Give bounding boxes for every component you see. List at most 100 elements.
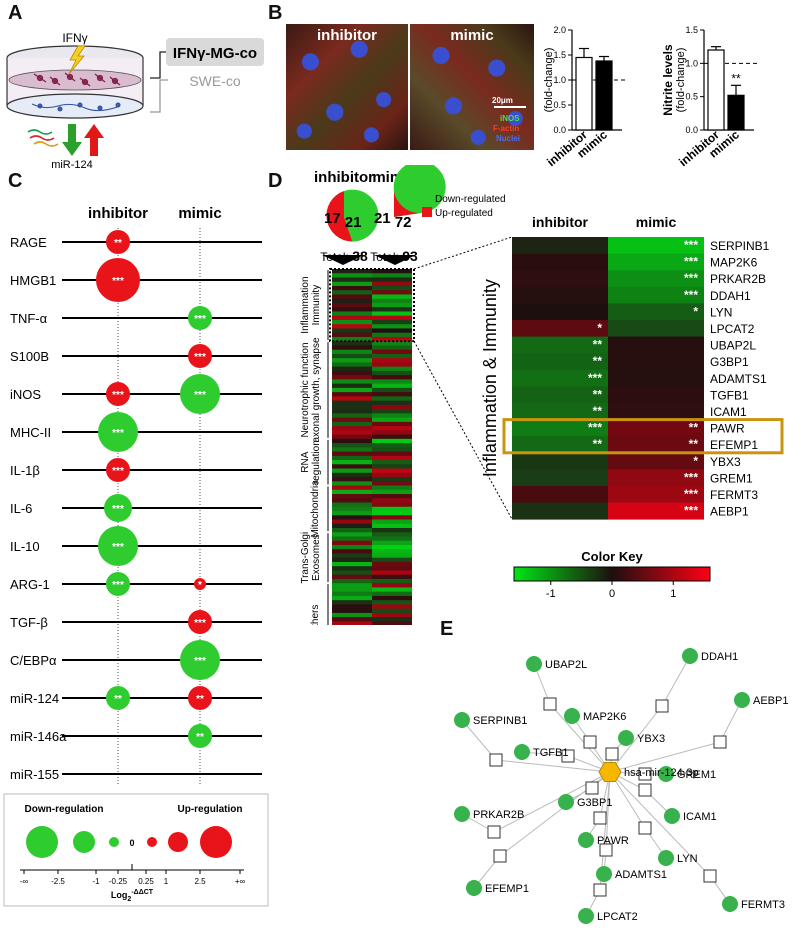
category-label: RNAregulation	[300, 440, 322, 484]
network-gene-label: LYN	[677, 853, 698, 865]
swe-co-label: SWE-co	[189, 73, 241, 89]
dish-bottom	[6, 93, 144, 119]
nitrite-chart-ylabel: Nitrite levels	[661, 44, 675, 116]
panel-label-a: A	[8, 2, 23, 24]
heatmap-cell	[332, 485, 372, 491]
inos-chart-ylabel: iNOS relative FI	[540, 36, 543, 125]
heatmap-cell	[332, 502, 372, 508]
heatmap-cell	[372, 621, 412, 625]
zoom-gene-label: MAP2K6	[710, 256, 758, 270]
heatmap-cell	[332, 536, 372, 542]
bubble-significance: **	[196, 694, 204, 705]
heatmap-cell	[332, 269, 372, 274]
heatmap-cell	[372, 506, 412, 512]
zoom-cell	[512, 419, 608, 437]
heatmap-cell	[372, 285, 412, 291]
heatmap-cell	[332, 404, 372, 410]
zoom-cell	[608, 270, 704, 288]
heatmap-cell	[332, 341, 372, 346]
inhibitor-arrow	[322, 255, 364, 265]
zoom-significance: **	[593, 404, 603, 418]
heatmap-cell	[332, 434, 372, 440]
nitrite-chart-bar	[727, 94, 745, 131]
zoom-title: Inflammation & Immunity	[480, 279, 500, 477]
heatmap-cell	[372, 277, 412, 283]
row-label: TGF-β	[10, 615, 48, 630]
heatmap-cell	[372, 273, 412, 278]
zoom-cell	[512, 469, 608, 487]
heatmap-cell	[332, 566, 372, 571]
network-gene-node	[722, 896, 738, 912]
color-key-tick-label: 0	[609, 588, 615, 600]
network-gene-node	[466, 880, 482, 896]
mir124-label: miR-124	[51, 159, 93, 170]
category-label: Mitochondria	[310, 480, 321, 538]
bubble	[188, 306, 212, 330]
mimic-pie-up	[394, 191, 420, 217]
zoom-cell	[608, 253, 704, 271]
heatmap-cell	[372, 392, 412, 397]
image-mimic	[410, 24, 534, 150]
row-label: HMGB1	[10, 273, 56, 288]
heatmap-cell	[372, 604, 412, 610]
bubble-significance: ***	[112, 504, 124, 515]
heatmap-cell	[332, 532, 372, 537]
zoom-significance: ***	[684, 255, 698, 269]
heatmap-cell	[372, 324, 412, 329]
mirna-hub-label: hsa-mir-124-3p	[624, 767, 699, 779]
heatmap-cell	[332, 370, 372, 376]
heatmap-cell	[332, 498, 372, 503]
heatmap-cell	[372, 451, 412, 457]
heatmap-cell	[372, 328, 412, 334]
network-square-node	[585, 781, 599, 795]
legend-up-label: Up-regulated	[435, 208, 493, 219]
zoom-cell	[608, 486, 704, 503]
neurons	[31, 102, 121, 112]
heatmap-cell	[332, 583, 372, 588]
network-gene-node	[658, 766, 674, 782]
network-gene-label: DDAH1	[701, 651, 738, 663]
bubble-significance: ***	[194, 390, 206, 401]
heatmap-cell	[372, 430, 412, 435]
heatmap-cell	[332, 366, 372, 372]
zoom-cell	[512, 320, 608, 337]
panel-e-network: UBAP2L DDAH1 SERPINB1 MAP2K6 AEBP1 TGFB1 YBX3 G…	[454, 648, 788, 924]
heatmap-cell	[372, 375, 412, 380]
zoom-significance: ***	[684, 288, 698, 302]
zoom-significance: **	[689, 421, 699, 435]
mg-co-box	[166, 38, 264, 66]
heatmap-cell	[332, 396, 372, 402]
mirna-hub-node	[598, 762, 622, 782]
zoom-significance: ***	[588, 371, 602, 385]
heatmap-cell	[372, 464, 412, 469]
zoom-gene-label: ADAMTS1	[710, 372, 767, 386]
legend-zero: 0	[129, 838, 134, 848]
heatmap-cell	[332, 383, 372, 389]
color-key-title: Color Key	[581, 549, 643, 564]
zoom-gene-label: LPCAT2	[710, 322, 755, 336]
zoom-significance: ***	[684, 470, 698, 484]
heatmap-cell	[372, 400, 412, 406]
network-square-node	[593, 883, 607, 897]
heatmap-cell	[372, 332, 412, 338]
zoom-cell	[512, 502, 608, 520]
heatmap-cell	[372, 315, 412, 321]
heatmap-cell	[332, 472, 372, 478]
heatmap-cell	[332, 273, 372, 278]
zoom-gene-label: PAWR	[710, 422, 745, 436]
legend-down-label: Down-regulated	[435, 194, 506, 205]
heatmap-cell	[372, 290, 412, 295]
legend-tick-label: 1	[164, 877, 169, 886]
heatmap-cell	[332, 544, 372, 550]
panel-a-schematic: IFNγ IFNγ-MG-co SWE-co miR-124	[6, 31, 264, 170]
inos-chart-tick-label: 0.5	[553, 100, 566, 110]
bubble	[106, 458, 130, 482]
zoom-cell	[608, 353, 704, 371]
category-label: Cytoskeleton, cell cycle & others	[310, 605, 321, 625]
row-label: IL-1β	[10, 463, 40, 478]
heatmap-cell	[332, 379, 372, 385]
zoom-cell	[608, 286, 704, 304]
bubble	[106, 230, 130, 254]
heatmap-cell	[332, 621, 372, 625]
bubble	[104, 494, 132, 522]
